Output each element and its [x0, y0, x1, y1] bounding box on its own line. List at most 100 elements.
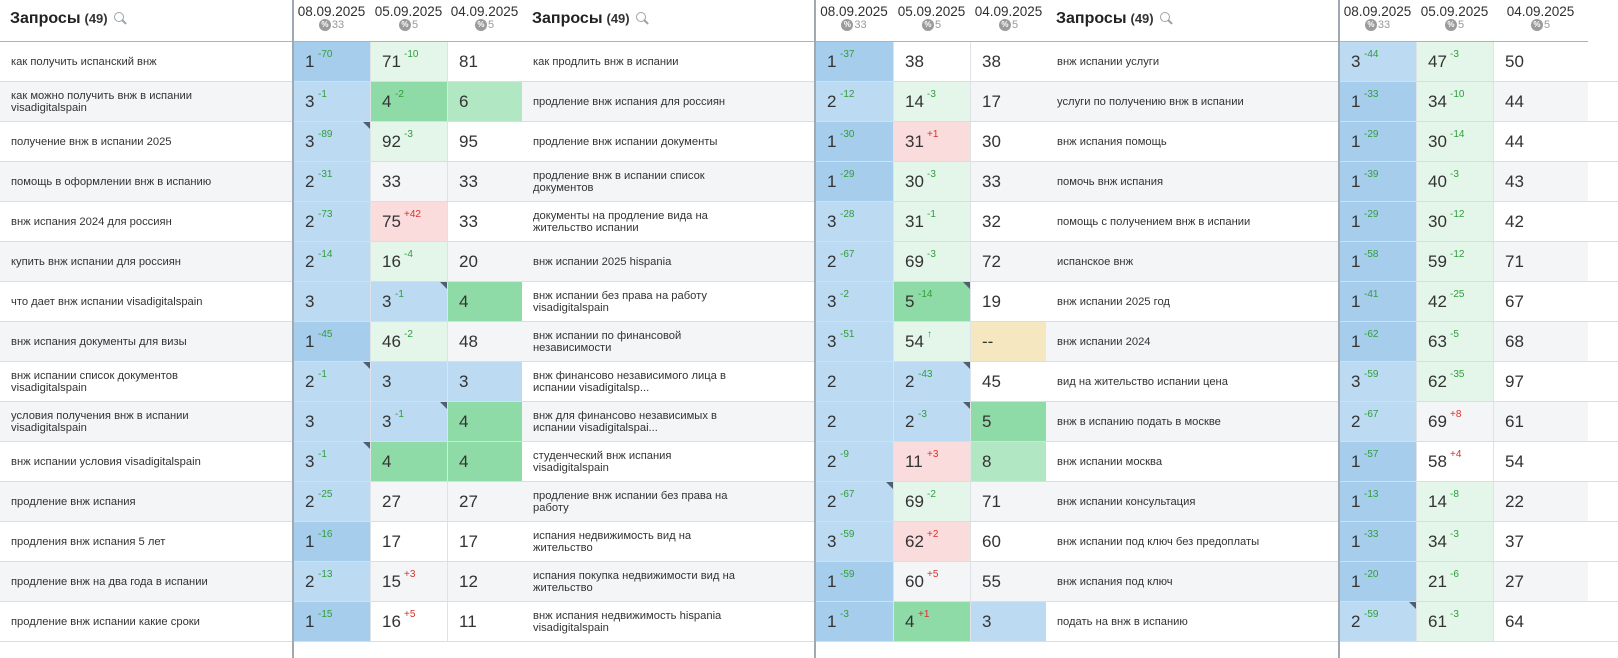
position-cell[interactable]: 3 [447, 362, 522, 402]
query-cell[interactable]: внж испании консультация [1046, 482, 1339, 522]
position-cell[interactable]: 17 [447, 522, 522, 562]
query-text[interactable]: внж испании услуги [1057, 56, 1160, 68]
query-text[interactable]: услуги по получению внж в испании [1057, 96, 1244, 108]
query-text[interactable]: получение внж в испании 2025 [11, 136, 172, 148]
query-text[interactable]: продление внж испании какие сроки [11, 616, 200, 628]
query-text[interactable]: испания покупка недвижимости вид на жите… [533, 570, 735, 594]
query-text[interactable]: условия получения внж в испании visadigi… [11, 410, 189, 434]
query-cell[interactable]: внж в испанию подать в москве [1046, 402, 1339, 442]
position-cell[interactable]: 81 [447, 42, 522, 82]
position-cell[interactable]: 1 -58 [1339, 242, 1416, 282]
queries-column-header[interactable]: Запросы (49) [522, 0, 815, 42]
position-cell[interactable]: 71 -10 [370, 42, 447, 82]
position-cell[interactable]: 21 -6 [1416, 562, 1493, 602]
position-cell[interactable]: 69 -3 [893, 242, 970, 282]
query-text[interactable]: внж испании 2025 год [1057, 296, 1170, 308]
position-cell[interactable]: 3 -1 [293, 442, 370, 482]
query-text[interactable]: внж для финансово независимых в испании … [533, 410, 717, 434]
position-cell[interactable]: 27 [447, 482, 522, 522]
query-cell[interactable]: испанское внж [1046, 242, 1339, 282]
query-text[interactable]: внж испания документы для визы [11, 336, 187, 348]
position-cell[interactable]: 34 -3 [1416, 522, 1493, 562]
query-cell[interactable]: внж испании услуги [1046, 42, 1339, 82]
position-cell[interactable]: 33 [447, 202, 522, 242]
position-cell[interactable]: 17 [970, 82, 1047, 122]
position-cell[interactable]: 2 -25 [293, 482, 370, 522]
position-cell[interactable]: 3 -1 [370, 402, 447, 442]
position-cell[interactable]: 1 -45 [293, 322, 370, 362]
position-cell[interactable]: 97 [1493, 362, 1588, 402]
query-cell[interactable]: помочь внж испания [1046, 162, 1339, 202]
query-cell[interactable]: продления внж испания 5 лет [0, 522, 293, 562]
query-text[interactable]: продление внж в испании список документо… [533, 170, 705, 194]
query-cell[interactable]: внж испании 2024 [1046, 322, 1339, 362]
position-cell[interactable]: 1 -59 [815, 562, 893, 602]
position-cell[interactable]: 20 [447, 242, 522, 282]
position-cell[interactable]: 2 -12 [815, 82, 893, 122]
position-cell[interactable]: 30 [970, 122, 1047, 162]
position-cell[interactable]: 3 [293, 402, 370, 442]
position-cell[interactable]: 2 -1 [293, 362, 370, 402]
position-cell[interactable]: 3 -59 [1339, 362, 1416, 402]
query-cell[interactable]: внж испания под ключ [1046, 562, 1339, 602]
position-cell[interactable]: 16 +5 [370, 602, 447, 642]
query-text[interactable]: внж в испанию подать в москве [1057, 416, 1221, 428]
query-cell[interactable]: внж испании 2025 hispania [522, 242, 815, 282]
position-cell[interactable]: 2 -13 [293, 562, 370, 602]
position-cell[interactable]: 38 [893, 42, 970, 82]
position-cell[interactable]: 3 -2 [815, 282, 893, 322]
query-cell[interactable]: внж испании условия visadigitalspain [0, 442, 293, 482]
position-cell[interactable]: -- [970, 322, 1047, 362]
position-cell[interactable]: 38 [970, 42, 1047, 82]
position-cell[interactable]: 3 [293, 282, 370, 322]
position-cell[interactable]: 2 -67 [815, 482, 893, 522]
position-cell[interactable]: 45 [970, 362, 1047, 402]
position-cell[interactable]: 58 +4 [1416, 442, 1493, 482]
query-cell[interactable]: внж испания недвижимость hispania visadi… [522, 602, 815, 642]
position-cell[interactable]: 47 -3 [1416, 42, 1493, 82]
query-cell[interactable]: внж испания 2024 для россиян [0, 202, 293, 242]
position-cell[interactable]: 1 -41 [1339, 282, 1416, 322]
query-text[interactable]: помощь в оформлении внж в испанию [11, 176, 212, 188]
position-cell[interactable]: 2 -73 [293, 202, 370, 242]
position-cell[interactable]: 4 [447, 442, 522, 482]
position-cell[interactable]: 16 -4 [370, 242, 447, 282]
query-text[interactable]: внж испании 2024 [1057, 336, 1151, 348]
query-cell[interactable]: услуги по получению внж в испании [1046, 82, 1339, 122]
position-cell[interactable]: 31 +1 [893, 122, 970, 162]
position-cell[interactable]: 2 -9 [815, 442, 893, 482]
date-column-header[interactable]: 08.09.2025% 33 [815, 0, 893, 42]
position-cell[interactable]: 54 ↑ [893, 322, 970, 362]
query-text[interactable]: внж испания под ключ [1057, 576, 1173, 588]
position-cell[interactable]: 54 [1493, 442, 1588, 482]
position-cell[interactable]: 15 +3 [370, 562, 447, 602]
position-cell[interactable]: 3 -1 [293, 82, 370, 122]
position-cell[interactable]: 1 -57 [1339, 442, 1416, 482]
date-column-header[interactable]: 05.09.2025% 5 [893, 0, 970, 42]
query-cell[interactable]: вид на жительство испании цена [1046, 362, 1339, 402]
position-cell[interactable]: 3 [970, 602, 1047, 642]
query-cell[interactable]: помощь в оформлении внж в испанию [0, 162, 293, 202]
query-text[interactable]: внж испании 2025 hispania [533, 256, 672, 268]
position-cell[interactable]: 1 -3 [815, 602, 893, 642]
query-text[interactable]: продление внж испании без права на работ… [533, 490, 728, 514]
position-cell[interactable]: 92 -3 [370, 122, 447, 162]
queries-column-header[interactable]: Запросы (49) [0, 0, 293, 42]
query-text[interactable]: внж испании список документов visadigita… [11, 370, 178, 394]
position-cell[interactable]: 55 [970, 562, 1047, 602]
query-text[interactable]: что дает внж испании visadigitalspain [11, 296, 203, 308]
position-cell[interactable]: 69 +8 [1416, 402, 1493, 442]
query-text[interactable]: продления внж испания 5 лет [11, 536, 166, 548]
position-cell[interactable]: 63 -5 [1416, 322, 1493, 362]
query-text[interactable]: испанское внж [1057, 256, 1134, 268]
position-cell[interactable]: 2 -59 [1339, 602, 1416, 642]
query-cell[interactable]: получение внж в испании 2025 [0, 122, 293, 162]
position-cell[interactable]: 1 -29 [1339, 122, 1416, 162]
query-text[interactable]: внж испании москва [1057, 456, 1163, 468]
query-text[interactable]: продление внж испания [11, 496, 136, 508]
position-cell[interactable]: 60 [970, 522, 1047, 562]
position-cell[interactable]: 8 [970, 442, 1047, 482]
position-cell[interactable]: 2 -43 [893, 362, 970, 402]
position-cell[interactable]: 67 [1493, 282, 1588, 322]
query-text[interactable]: внж испании по финансовой независимости [533, 330, 682, 354]
